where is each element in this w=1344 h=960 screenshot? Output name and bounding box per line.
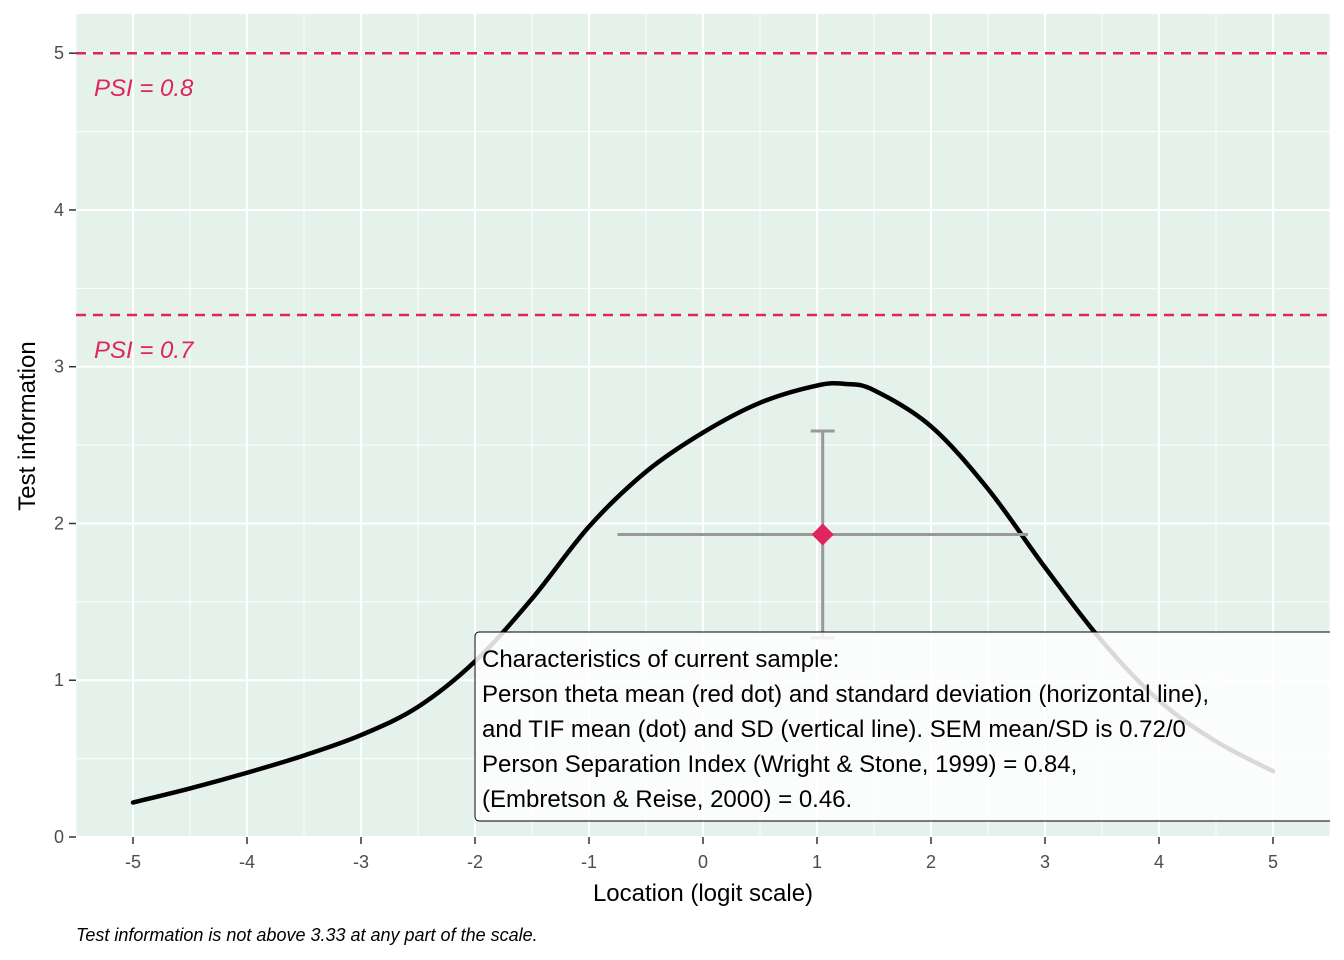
psi-label-2: PSI = 0.7 (94, 337, 195, 364)
chart-caption: Test information is not above 3.33 at an… (76, 925, 538, 945)
y-axis-title: Test information (14, 341, 41, 510)
annotation-line-4: Person Separation Index (Wright & Stone,… (482, 751, 1077, 778)
annotation-line-5: (Embretson & Reise, 2000) = 0.46. (482, 786, 852, 813)
annotation-line-2: Person theta mean (red dot) and standard… (482, 681, 1209, 708)
y-tick-label: 5 (54, 43, 64, 63)
x-tick-label: 0 (698, 852, 708, 872)
y-tick-label: 4 (54, 200, 64, 220)
annotation-line-1: Characteristics of current sample: (482, 646, 839, 673)
y-tick-label: 1 (54, 670, 64, 690)
y-tick-label: 3 (54, 357, 64, 377)
y-tick-label: 2 (54, 513, 64, 533)
x-tick-label: 5 (1268, 852, 1278, 872)
x-tick-label: -5 (125, 852, 141, 872)
x-tick-label: -1 (581, 852, 597, 872)
psi-label-1: PSI = 0.8 (94, 75, 194, 102)
x-axis-title: Location (logit scale) (593, 880, 813, 907)
x-tick-label: -2 (467, 852, 483, 872)
x-tick-label: 4 (1154, 852, 1164, 872)
x-tick-label: 1 (812, 852, 822, 872)
x-tick-label: 3 (1040, 852, 1050, 872)
x-tick-label: -3 (353, 852, 369, 872)
x-tick-label: 2 (926, 852, 936, 872)
annotation-line-3: and TIF mean (dot) and SD (vertical line… (482, 716, 1186, 743)
annotation-box: Characteristics of current sample: Perso… (475, 632, 1344, 821)
y-tick-label: 0 (54, 827, 64, 847)
x-tick-label: -4 (239, 852, 255, 872)
